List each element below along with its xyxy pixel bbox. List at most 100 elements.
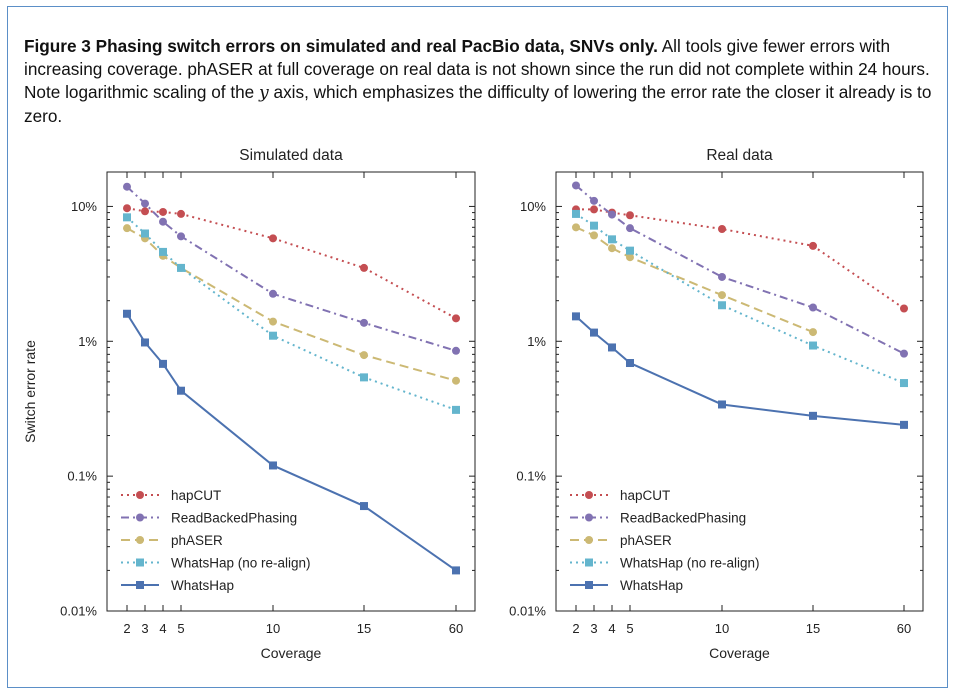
- legend-swatch-marker: [585, 491, 593, 499]
- plot-frame: [555, 171, 924, 612]
- data-point: [718, 301, 726, 310]
- data-point: [269, 461, 277, 470]
- data-point: [360, 263, 368, 272]
- data-point: [177, 263, 185, 272]
- series-whatshap-no-re-align: [572, 209, 908, 388]
- data-point: [572, 181, 580, 190]
- y-tick-label: 1%: [527, 334, 546, 349]
- series-phaser: [123, 224, 460, 385]
- legend-label: phASER: [171, 533, 223, 548]
- y-tick-label: 10%: [520, 199, 546, 214]
- legend-label: hapCUT: [620, 488, 670, 503]
- series-hapcut: [123, 204, 460, 323]
- data-point: [900, 304, 908, 313]
- data-point: [626, 211, 634, 220]
- series-phaser: [572, 223, 817, 337]
- data-point: [360, 373, 368, 382]
- data-point: [269, 331, 277, 340]
- chart-panel-2: 0.01% 0.1% 1% 10% 2 3 4 5 10 15 60 Real data Coverag…: [509, 147, 924, 661]
- x-tick-label: 2: [572, 621, 579, 636]
- data-point: [718, 400, 726, 409]
- data-point: [900, 349, 908, 358]
- x-tick-label: 4: [608, 621, 615, 636]
- x-axis-title: Coverage: [709, 645, 770, 661]
- panel-title: Simulated data: [239, 147, 343, 164]
- data-point: [360, 318, 368, 327]
- data-point: [608, 235, 616, 244]
- x-tick-label: 5: [177, 621, 184, 636]
- caption-variable: y: [259, 83, 269, 103]
- legend: hapCUT ReadBackedPhasing phASER WhatsHap (n…: [570, 488, 760, 593]
- x-tick-label: 10: [266, 621, 280, 636]
- x-tick-label: 10: [715, 621, 729, 636]
- x-tick-label: 60: [897, 621, 911, 636]
- y-axis-title: Switch error rate: [22, 340, 38, 443]
- figure-frame: [7, 6, 948, 688]
- data-point: [608, 244, 616, 253]
- series-whatshap: [123, 309, 460, 575]
- data-point: [141, 229, 149, 238]
- x-axis-title: Coverage: [261, 645, 322, 661]
- y-tick-label: 0.1%: [516, 469, 546, 484]
- data-point: [360, 502, 368, 511]
- legend: hapCUT ReadBackedPhasing phASER WhatsHap (n…: [121, 488, 311, 593]
- data-point: [269, 317, 277, 326]
- legend-label: phASER: [620, 533, 672, 548]
- x-tick-label: 2: [123, 621, 130, 636]
- legend-swatch-marker: [136, 536, 144, 544]
- legend-swatch-marker: [585, 558, 593, 567]
- panel-title: Real data: [706, 147, 773, 164]
- data-point: [572, 223, 580, 232]
- data-point: [590, 328, 598, 337]
- data-point: [269, 289, 277, 298]
- data-point: [572, 209, 580, 218]
- legend-swatch-marker: [136, 513, 144, 522]
- data-point: [123, 224, 131, 233]
- y-tick-label: 0.1%: [67, 469, 97, 484]
- data-point: [177, 209, 185, 218]
- series-line: [576, 208, 905, 310]
- data-point: [900, 420, 908, 429]
- x-tick-label: 15: [357, 621, 371, 636]
- data-point: [452, 314, 460, 323]
- x-tick-label: 3: [141, 621, 148, 636]
- legend-label: WhatsHap: [171, 578, 234, 593]
- data-point: [123, 204, 131, 213]
- data-point: [718, 272, 726, 281]
- legend-label: hapCUT: [171, 488, 221, 503]
- data-point: [159, 217, 167, 226]
- data-point: [177, 386, 185, 395]
- series-line: [126, 216, 457, 411]
- data-point: [626, 224, 634, 233]
- caption-text-end: axis, which emphasizes the difficulty of…: [24, 82, 932, 126]
- data-point: [590, 221, 598, 230]
- data-point: [141, 338, 149, 347]
- series-line: [126, 185, 457, 352]
- data-point: [123, 213, 131, 222]
- x-tick-label: 3: [590, 621, 597, 636]
- legend-swatch-marker: [136, 581, 144, 589]
- chart-panel-1: 0.01% 0.1% 1% 10% 2 3 4 5 10 15 60 Simulated data Co…: [22, 147, 476, 661]
- legend-label: ReadBackedPhasing: [620, 511, 746, 526]
- series-readbackedphasing: [572, 181, 908, 358]
- plot-frame: [106, 171, 476, 612]
- series-line: [575, 184, 905, 355]
- data-point: [452, 566, 460, 575]
- figure-caption: Figure 3 Phasing switch errors on simula…: [24, 35, 934, 128]
- data-point: [608, 343, 616, 352]
- data-point: [123, 309, 131, 318]
- x-tick-label: 60: [449, 621, 463, 636]
- legend-label: WhatsHap: [620, 578, 683, 593]
- caption-bold: Figure 3 Phasing switch errors on simula…: [24, 36, 658, 56]
- x-tick-label: 5: [626, 621, 633, 636]
- y-tick-label: 0.01%: [509, 604, 546, 619]
- data-point: [452, 346, 460, 355]
- legend-swatch-marker: [585, 513, 593, 522]
- data-point: [809, 411, 817, 420]
- x-tick-label: 4: [159, 621, 166, 636]
- y-tick-label: 10%: [71, 199, 97, 214]
- data-point: [177, 232, 185, 241]
- data-point: [626, 246, 634, 255]
- data-point: [572, 312, 580, 321]
